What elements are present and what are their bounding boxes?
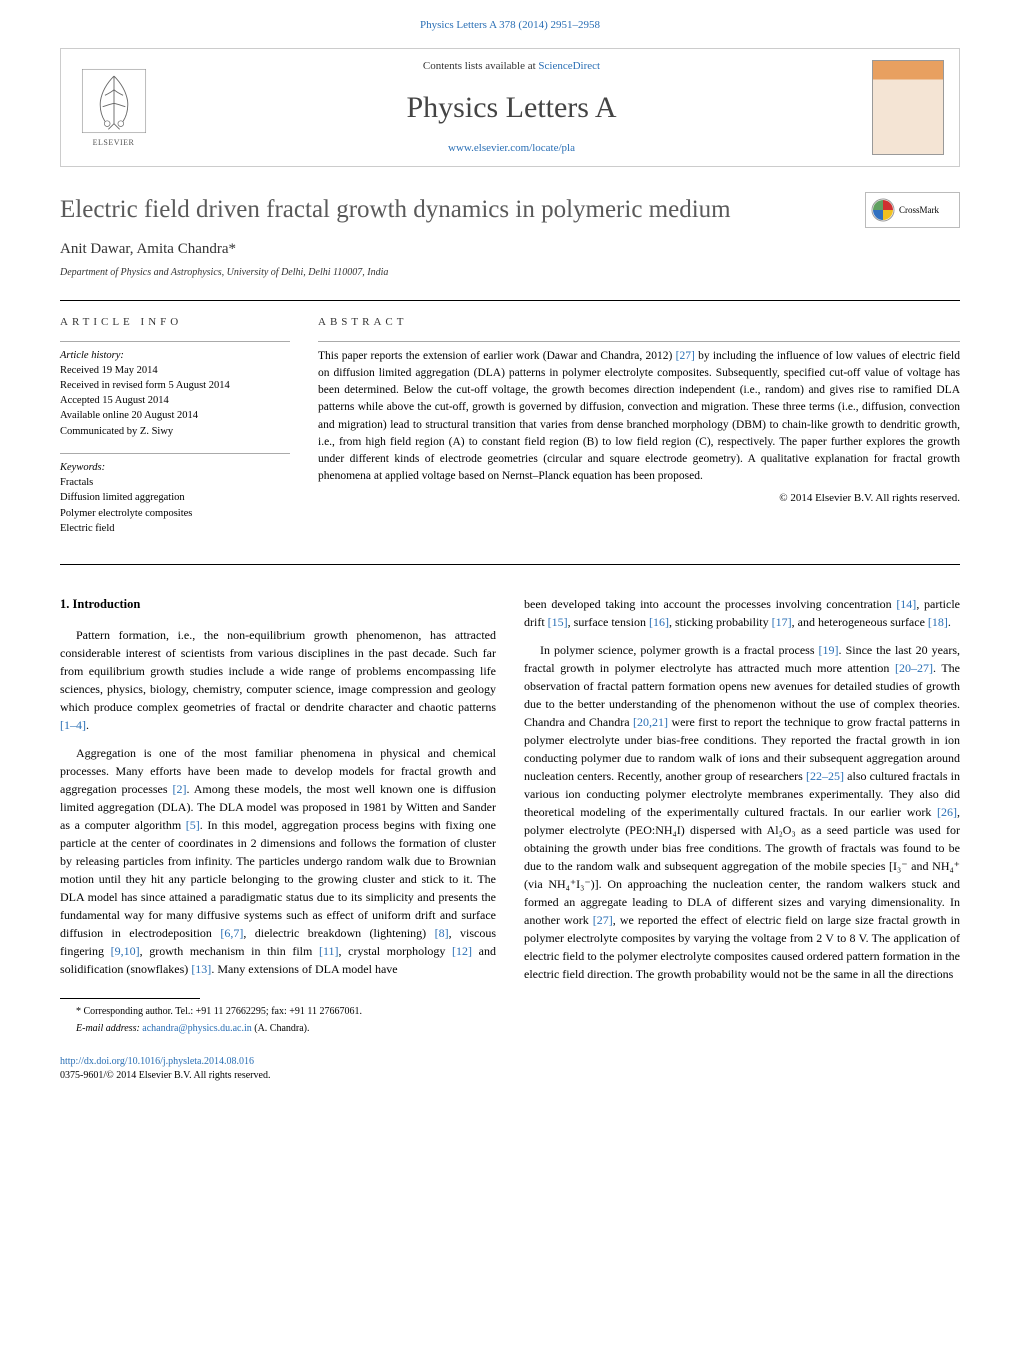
email-link[interactable]: achandra@physics.du.ac.in [142, 1023, 251, 1034]
journal-homepage: www.elsevier.com/locate/pla [151, 141, 872, 156]
ref-link[interactable]: [19] [819, 643, 839, 657]
article-info-heading: ARTICLE INFO [60, 315, 290, 330]
ref-link[interactable]: [20–27] [895, 661, 933, 675]
crossmark-icon [871, 198, 895, 222]
ref-link[interactable]: [14] [896, 597, 916, 611]
paragraph: In polymer science, polymer growth is a … [524, 641, 960, 983]
journal-cover-thumbnail [872, 60, 944, 155]
journal-url-link[interactable]: www.elsevier.com/locate/pla [448, 142, 575, 154]
article-history: Article history: Received 19 May 2014 Re… [60, 341, 290, 439]
ref-link[interactable]: [26] [937, 805, 957, 819]
keyword: Electric field [60, 521, 290, 536]
ref-link[interactable]: [6,7] [220, 926, 243, 940]
keyword: Fractals [60, 475, 290, 490]
section-heading: 1. Introduction [60, 595, 496, 614]
paragraph: been developed taking into account the p… [524, 595, 960, 631]
history-label: Article history: [60, 348, 290, 363]
online-date: Available online 20 August 2014 [60, 408, 290, 423]
article-title: Electric field driven fractal growth dyn… [60, 192, 960, 227]
right-column: been developed taking into account the p… [524, 595, 960, 1039]
received-date: Received 19 May 2014 [60, 363, 290, 378]
body-text: 1. Introduction Pattern formation, i.e.,… [0, 595, 1020, 1039]
ref-link[interactable]: [22–25] [806, 769, 844, 783]
elsevier-logo: ELSEVIER [76, 65, 151, 150]
journal-header: ELSEVIER Contents lists available at Sci… [60, 48, 960, 167]
footnote-separator [60, 998, 200, 999]
doi-link[interactable]: http://dx.doi.org/10.1016/j.physleta.201… [60, 1056, 254, 1067]
ref-link[interactable]: [5] [186, 818, 200, 832]
ref-link[interactable]: [27] [676, 350, 695, 362]
section-divider [60, 564, 960, 565]
keywords-block: Keywords: Fractals Diffusion limited agg… [60, 453, 290, 536]
corresponding-author-footnote: * Corresponding author. Tel.: +91 11 276… [60, 1005, 496, 1019]
ref-link[interactable]: [12] [452, 944, 472, 958]
info-abstract-row: ARTICLE INFO Article history: Received 1… [60, 300, 960, 564]
ref-link[interactable]: [18] [928, 615, 948, 629]
sciencedirect-link[interactable]: ScienceDirect [538, 60, 600, 72]
ref-link[interactable]: [9,10] [111, 944, 140, 958]
ref-link[interactable]: [20,21] [633, 715, 668, 729]
ref-link[interactable]: [17] [772, 615, 792, 629]
email-footnote: E-mail address: achandra@physics.du.ac.i… [60, 1022, 496, 1036]
issn-copyright: 0375-9601/© 2014 Elsevier B.V. All right… [60, 1069, 960, 1083]
ref-link[interactable]: [8] [435, 926, 449, 940]
keyword: Polymer electrolyte composites [60, 506, 290, 521]
ref-link[interactable]: [27] [593, 913, 613, 927]
journal-citation: Physics Letters A 378 (2014) 2951–2958 [0, 0, 1020, 43]
ref-link[interactable]: [15] [548, 615, 568, 629]
elsevier-tree-icon [80, 67, 148, 135]
abstract-text: This paper reports the extension of earl… [318, 341, 960, 507]
keyword: Diffusion limited aggregation [60, 490, 290, 505]
article-header: CrossMark Electric field driven fractal … [0, 192, 1020, 280]
revised-date: Received in revised form 5 August 2014 [60, 378, 290, 393]
communicated-by: Communicated by Z. Siwy [60, 424, 290, 439]
left-column: 1. Introduction Pattern formation, i.e.,… [60, 595, 496, 1039]
keywords-label: Keywords: [60, 460, 290, 475]
ref-link[interactable]: [16] [649, 615, 669, 629]
paragraph: Aggregation is one of the most familiar … [60, 744, 496, 978]
ref-link[interactable]: [13] [191, 962, 211, 976]
article-info-column: ARTICLE INFO Article history: Received 1… [60, 315, 290, 550]
footer-info: http://dx.doi.org/10.1016/j.physleta.201… [0, 1039, 1020, 1103]
ref-link[interactable]: [1–4] [60, 718, 86, 732]
ref-link[interactable]: [11] [319, 944, 339, 958]
authors: Anit Dawar, Amita Chandra* [60, 239, 960, 260]
contents-available: Contents lists available at ScienceDirec… [151, 59, 872, 74]
paragraph: Pattern formation, i.e., the non-equilib… [60, 626, 496, 734]
abstract-copyright: © 2014 Elsevier B.V. All rights reserved… [318, 490, 960, 507]
publisher-name: ELSEVIER [93, 137, 135, 148]
journal-title: Physics Letters A [151, 87, 872, 129]
crossmark-label: CrossMark [899, 204, 939, 217]
accepted-date: Accepted 15 August 2014 [60, 393, 290, 408]
ref-link[interactable]: [2] [172, 782, 186, 796]
citation-link[interactable]: Physics Letters A 378 (2014) 2951–2958 [420, 19, 600, 31]
affiliation: Department of Physics and Astrophysics, … [60, 266, 960, 280]
abstract-column: ABSTRACT This paper reports the extensio… [318, 315, 960, 550]
crossmark-badge[interactable]: CrossMark [865, 192, 960, 228]
abstract-heading: ABSTRACT [318, 315, 960, 330]
header-center: Contents lists available at ScienceDirec… [151, 59, 872, 156]
